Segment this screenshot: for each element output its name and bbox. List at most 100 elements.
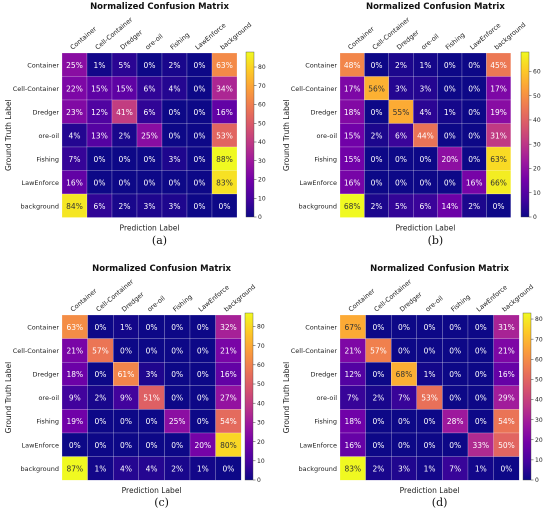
- cell-value-label: 0%: [194, 131, 206, 140]
- confusion-matrix-panel-c: Normalized Confusion Matrix 63% 0% 1% 0% 0% 0%…: [4, 264, 265, 509]
- cell-value-label: 0%: [171, 441, 183, 450]
- cell-value-label: 13%: [91, 131, 108, 140]
- colorbar-tick-label: 30: [533, 141, 541, 148]
- cell-value-label: 0%: [197, 346, 209, 355]
- cell-value-label: 0%: [475, 417, 487, 426]
- cell-value-label: 1%: [424, 464, 436, 473]
- cell-value-label: 23%: [66, 108, 83, 117]
- colorbar-tick-label: 60: [535, 356, 543, 363]
- cell-value-label: 0%: [444, 131, 456, 140]
- cell-value-label: 83%: [344, 464, 361, 473]
- cell-value-label: 0%: [424, 346, 436, 355]
- cell-value-label: 32%: [220, 323, 237, 332]
- heatmap-cell: [493, 456, 520, 481]
- cell-value-label: 0%: [449, 346, 461, 355]
- y-tick-label: Fishing: [36, 155, 59, 163]
- cell-value-label: 34%: [216, 84, 233, 93]
- y-axis-label: Ground Truth Label: [282, 362, 291, 434]
- y-tick-label: background: [299, 465, 337, 473]
- cell-value-label: 0%: [419, 155, 431, 164]
- cell-value-label: 0%: [475, 346, 487, 355]
- cell-value-label: 3%: [146, 370, 158, 379]
- cell-value-label: 0%: [69, 441, 81, 450]
- cell-value-label: 0%: [475, 323, 487, 332]
- cell-value-label: 16%: [66, 178, 83, 187]
- cell-value-label: 7%: [69, 155, 81, 164]
- cell-value-label: 0%: [144, 178, 156, 187]
- cell-value-label: 41%: [116, 108, 133, 117]
- cell-value-label: 51%: [143, 394, 160, 403]
- x-tick-label: Container: [69, 25, 99, 52]
- chart-title: Normalized Confusion Matrix: [366, 2, 505, 12]
- y-tick-label: Cell-Container: [13, 85, 60, 93]
- cell-value-label: 4%: [169, 84, 181, 93]
- heatmap-cell: [211, 193, 238, 218]
- cell-value-label: 0%: [146, 441, 158, 450]
- colorbar-tick-label: 50: [257, 381, 265, 388]
- cell-value-label: 0%: [398, 417, 410, 426]
- cell-value-label: 0%: [120, 417, 132, 426]
- x-axis-label: Prediction Label: [122, 486, 182, 495]
- cell-value-label: 2%: [371, 202, 383, 211]
- cell-value-label: 21%: [66, 346, 83, 355]
- cell-value-label: 88%: [216, 155, 233, 164]
- cell-value-label: 0%: [468, 155, 480, 164]
- cell-value-label: 63%: [66, 323, 83, 332]
- cell-value-label: 20%: [441, 155, 458, 164]
- cell-value-label: 15%: [344, 131, 361, 140]
- cell-value-label: 2%: [169, 61, 181, 70]
- cell-value-label: 12%: [91, 108, 108, 117]
- cell-value-label: 6%: [94, 202, 106, 211]
- cell-value-label: 87%: [66, 464, 83, 473]
- x-tick-label: Fishing: [171, 293, 193, 314]
- y-tick-label: Cell-Container: [291, 347, 338, 355]
- cell-value-label: 19%: [490, 108, 507, 117]
- cell-value-label: 1%: [120, 323, 132, 332]
- cell-value-label: 0%: [171, 370, 183, 379]
- cell-value-label: 80%: [220, 441, 237, 450]
- cell-value-label: 21%: [344, 346, 361, 355]
- cell-value-label: 0%: [468, 108, 480, 117]
- cell-value-label: 0%: [444, 178, 456, 187]
- cell-value-label: 6%: [419, 202, 431, 211]
- y-tick-label: background: [299, 202, 337, 210]
- cell-value-label: 0%: [144, 155, 156, 164]
- colorbar-tick-label: 60: [258, 102, 266, 109]
- cell-value-label: 16%: [498, 370, 515, 379]
- colorbar-tick-label: 40: [257, 400, 265, 407]
- colorbar-tick-label: 10: [258, 195, 266, 202]
- cell-value-label: 17%: [344, 84, 361, 93]
- cell-value-label: 0%: [372, 441, 384, 450]
- panel-caption: (d): [432, 496, 448, 509]
- cell-value-label: 68%: [344, 202, 361, 211]
- cell-value-label: 1%: [94, 61, 106, 70]
- cell-value-label: 57%: [92, 346, 109, 355]
- cell-value-label: 0%: [197, 417, 209, 426]
- cell-value-label: 15%: [91, 84, 108, 93]
- y-tick-label: Dredger: [33, 108, 60, 116]
- y-axis-label: Ground Truth Label: [4, 362, 13, 434]
- cell-value-label: 19%: [66, 417, 83, 426]
- cell-value-label: 1%: [197, 464, 209, 473]
- cell-value-label: 16%: [344, 441, 361, 450]
- cell-value-label: 0%: [395, 178, 407, 187]
- cell-value-label: 31%: [498, 323, 515, 332]
- colorbar-tick-label: 60: [257, 362, 265, 369]
- panel-caption: (c): [154, 496, 169, 509]
- cell-value-label: 17%: [490, 84, 507, 93]
- y-tick-label: ore-oil: [38, 132, 59, 140]
- heatmap-cell: [486, 193, 511, 218]
- cell-value-label: 3%: [169, 202, 181, 211]
- cell-value-label: 0%: [119, 155, 131, 164]
- y-tick-label: Dredger: [311, 108, 338, 116]
- colorbar-tick-label: 40: [535, 397, 543, 404]
- cell-value-label: 84%: [66, 202, 83, 211]
- cell-value-label: 0%: [194, 155, 206, 164]
- colorbar-tick-label: 10: [535, 457, 543, 464]
- x-tick-label: Fishing: [449, 293, 471, 314]
- colorbar-tick-label: 30: [535, 417, 543, 424]
- cell-value-label: 0%: [371, 61, 383, 70]
- x-tick-label: ore-oil: [146, 294, 167, 313]
- y-tick-label: LawEnforce: [299, 441, 337, 449]
- y-tick-label: ore-oil: [316, 132, 337, 140]
